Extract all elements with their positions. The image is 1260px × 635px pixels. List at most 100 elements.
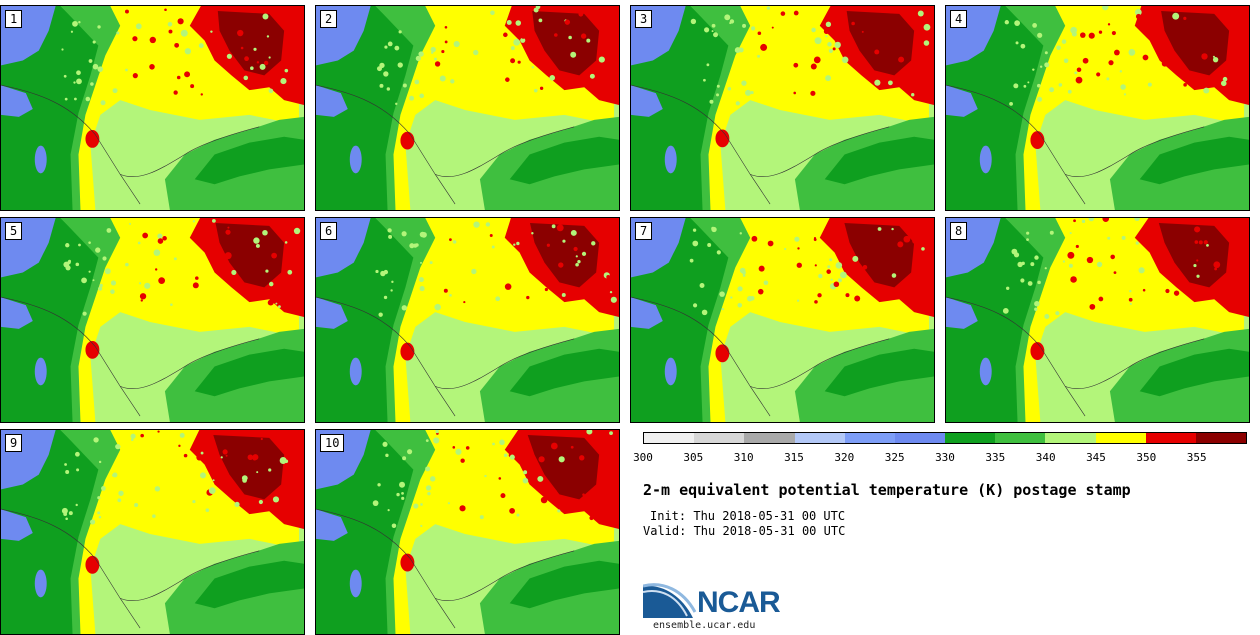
map-speckle	[425, 439, 429, 442]
map-speckle	[434, 303, 441, 311]
map-speckle	[561, 292, 566, 297]
map-speckle	[533, 7, 539, 13]
map-speckle	[110, 289, 115, 294]
map-region	[1, 509, 33, 541]
map-speckle	[118, 490, 124, 496]
map-speckle	[430, 46, 436, 53]
map-speckle	[1049, 230, 1054, 235]
map-region	[1005, 6, 1066, 210]
panel-label: 6	[320, 222, 338, 240]
map-speckle	[112, 88, 118, 94]
map-speckle	[716, 250, 721, 255]
map-speckle	[210, 30, 213, 33]
map-speckle	[61, 48, 64, 51]
colorbar-swatch	[1145, 433, 1196, 443]
map-speckle	[138, 282, 142, 285]
map-speckle	[1015, 41, 1019, 45]
map-region	[946, 297, 978, 329]
map-speckle	[253, 47, 257, 51]
map-speckle	[140, 433, 144, 438]
map-speckle	[1068, 263, 1073, 268]
map-speckle	[288, 284, 295, 291]
map-speckle	[419, 285, 425, 292]
map-speckle	[420, 524, 423, 528]
map-speckle	[1039, 65, 1043, 68]
map-speckle	[810, 90, 816, 96]
map-speckle	[1081, 219, 1086, 224]
map-speckle	[1055, 311, 1060, 316]
map-speckle	[406, 449, 413, 455]
map-region	[1, 296, 141, 417]
map-speckle	[280, 77, 287, 85]
map-speckle	[250, 66, 254, 70]
map-speckle	[132, 36, 138, 42]
map-speckle	[439, 75, 446, 82]
map-speckle	[1119, 70, 1123, 73]
map-speckle	[1026, 231, 1030, 235]
map-speckle	[200, 93, 203, 96]
map-region	[824, 136, 934, 185]
map-region	[194, 560, 304, 609]
map-speckle	[901, 293, 906, 297]
map-speckle	[434, 61, 441, 67]
map-region	[946, 296, 1086, 417]
map-region	[750, 338, 890, 390]
map-region	[435, 550, 575, 602]
map-speckle	[441, 49, 445, 54]
map-region	[400, 553, 415, 572]
map-speckle	[272, 496, 280, 503]
colorbar-tick-label: 355	[1186, 451, 1207, 464]
map-speckle	[845, 293, 850, 298]
map-speckle	[741, 80, 747, 86]
map-speckle	[699, 283, 705, 289]
map-speckle	[600, 45, 604, 50]
map-speckle	[1098, 30, 1103, 34]
map-speckle	[750, 90, 754, 95]
map-speckle	[1183, 16, 1187, 20]
map-speckle	[851, 21, 855, 26]
map-region	[690, 6, 751, 210]
map-speckle	[1073, 219, 1076, 223]
map-speckle	[766, 6, 771, 10]
map-speckle	[279, 457, 287, 464]
map-speckle	[262, 13, 269, 20]
map-speckle	[88, 59, 93, 63]
map-speckle	[1088, 32, 1095, 39]
map-speckle	[888, 80, 893, 86]
temperature-field-map	[316, 218, 619, 422]
map-speckle	[1070, 276, 1077, 283]
map-speckle	[1102, 218, 1110, 222]
map-speckle	[716, 84, 720, 88]
map-speckle	[540, 496, 548, 504]
map-speckle	[516, 6, 524, 14]
map-speckle	[92, 63, 99, 70]
map-region	[664, 145, 677, 174]
map-speckle	[124, 9, 129, 14]
map-speckle	[1161, 60, 1168, 67]
map-speckle	[529, 466, 536, 473]
map-speckle	[490, 10, 495, 16]
map-speckle	[877, 227, 882, 231]
map-speckle	[1037, 280, 1041, 285]
map-speckle	[516, 513, 520, 517]
map-speckle	[435, 430, 439, 434]
map-speckle	[580, 33, 587, 39]
map-speckle	[292, 218, 299, 224]
map-speckle	[704, 27, 710, 33]
map-speckle	[1014, 20, 1021, 27]
map-speckle	[825, 75, 832, 82]
map-speckle	[225, 454, 228, 457]
map-speckle	[564, 19, 571, 25]
map-speckle	[568, 35, 572, 40]
colorbar-legend: 300 305 310 315 320 325 330 335 340 345 350 355	[633, 432, 1247, 467]
map-speckle	[1056, 45, 1061, 51]
map-speckle	[75, 451, 80, 457]
map-speckle	[793, 91, 797, 95]
map-speckle	[268, 468, 272, 472]
map-speckle	[544, 287, 548, 292]
map-speckle	[780, 11, 786, 16]
map-speckle	[1113, 49, 1120, 56]
map-speckle	[1070, 26, 1078, 34]
map-region	[85, 340, 100, 359]
map-region	[349, 357, 362, 386]
